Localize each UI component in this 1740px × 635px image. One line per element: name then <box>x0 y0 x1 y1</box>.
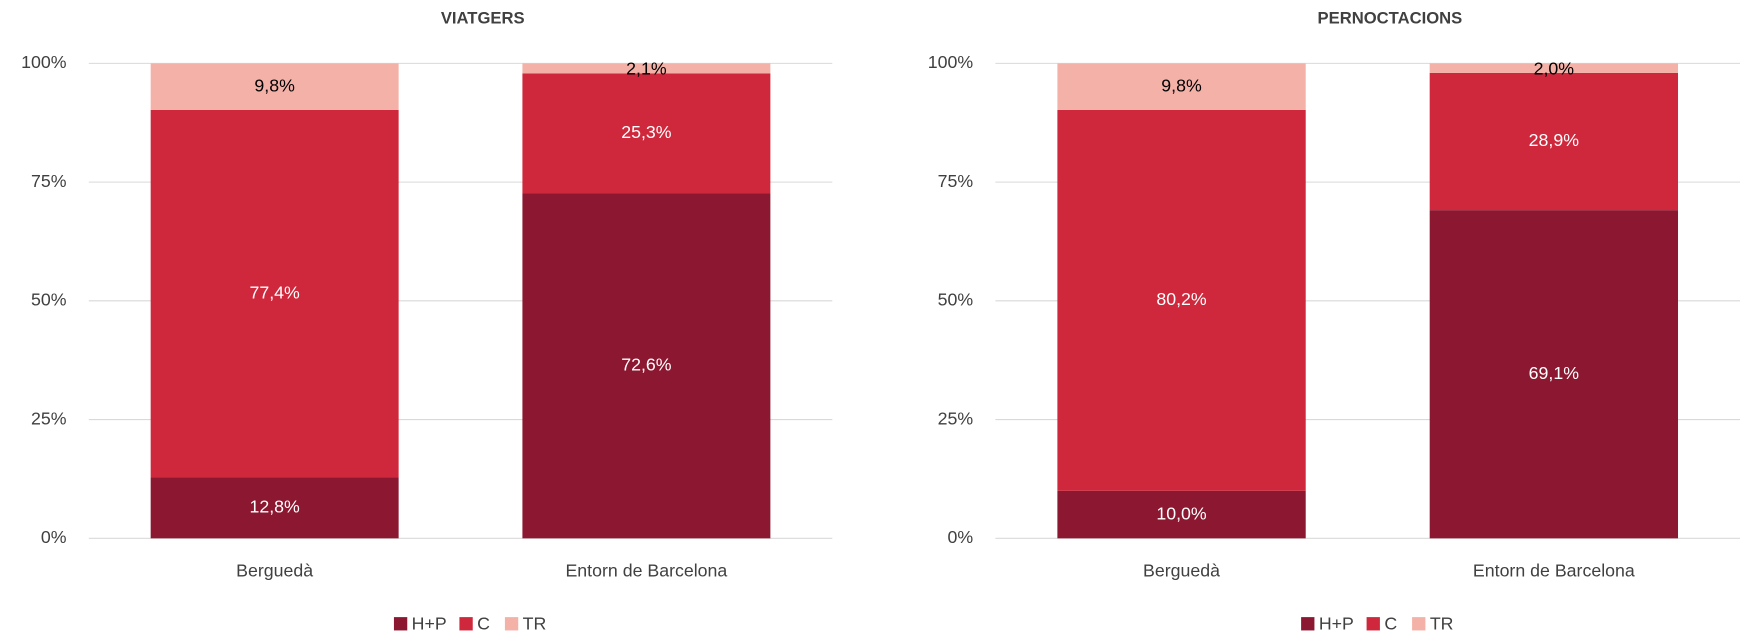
y-tick-label: 25% <box>938 408 974 428</box>
bar-segment <box>150 109 399 478</box>
y-tick-label: 100% <box>21 52 67 72</box>
legend-swatch <box>459 617 473 631</box>
data-label: 9,8% <box>1161 75 1202 95</box>
data-label: 9,8% <box>254 75 295 95</box>
bar-segment <box>150 63 399 110</box>
chart-title: VIATGERS <box>441 8 525 27</box>
data-label: 2,0% <box>1534 59 1575 79</box>
y-tick-label: 75% <box>938 171 974 191</box>
legend-label: TR <box>523 614 547 634</box>
bar-segment <box>1429 72 1679 211</box>
legend-swatch <box>393 617 408 631</box>
legend-swatch <box>1412 617 1426 631</box>
data-label: 80,2% <box>1156 289 1207 309</box>
legend-label: C <box>1384 614 1397 634</box>
data-label: 72,6% <box>621 355 672 375</box>
data-label: 12,8% <box>249 497 300 517</box>
legend-swatch <box>1301 617 1315 631</box>
chart-title: PERNOCTACIONS <box>1318 8 1463 27</box>
data-label: 28,9% <box>1529 130 1580 150</box>
bar-segment <box>522 63 771 74</box>
bar-segment <box>1057 63 1306 110</box>
bar-segment <box>1057 490 1306 539</box>
y-tick-label: 100% <box>928 52 974 72</box>
legend-label: H+P <box>1319 614 1354 634</box>
y-tick-label: 0% <box>948 527 974 547</box>
legend-label: C <box>477 614 490 634</box>
bar-segment <box>522 73 771 194</box>
x-tick-label: Entorn de Barcelona <box>565 560 727 580</box>
legend-label: TR <box>1430 614 1454 634</box>
data-label: 77,4% <box>249 282 300 302</box>
bar-segment <box>1429 210 1679 539</box>
y-tick-label: 0% <box>41 527 67 547</box>
legend-swatch <box>1366 617 1380 631</box>
y-tick-label: 50% <box>938 290 974 310</box>
bar-segment <box>1057 109 1306 491</box>
bar-segment <box>1429 63 1679 73</box>
legend-label: H+P <box>412 614 447 634</box>
legend-swatch <box>504 617 519 631</box>
bar-segment <box>522 193 771 539</box>
data-label: 25,3% <box>621 122 672 142</box>
data-label: 10,0% <box>1156 503 1207 523</box>
bar-segment <box>150 477 399 539</box>
x-tick-label: Berguedà <box>236 560 313 580</box>
y-tick-label: 75% <box>31 171 67 191</box>
x-tick-label: Berguedà <box>1143 560 1220 580</box>
data-label: 69,1% <box>1529 363 1580 383</box>
data-label: 2,1% <box>626 59 667 79</box>
y-tick-label: 50% <box>31 290 67 310</box>
y-tick-label: 25% <box>31 408 67 428</box>
x-tick-label: Entorn de Barcelona <box>1473 560 1635 580</box>
